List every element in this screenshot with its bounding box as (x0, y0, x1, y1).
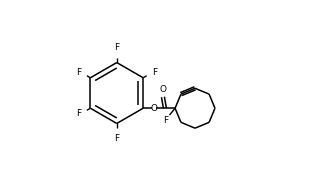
Text: O: O (159, 85, 167, 94)
Text: O: O (150, 104, 157, 113)
Text: F: F (76, 68, 82, 77)
Text: F: F (152, 68, 157, 77)
Text: F: F (76, 109, 82, 118)
Text: F: F (114, 43, 119, 52)
Text: F: F (114, 134, 119, 143)
Text: F: F (163, 116, 168, 125)
